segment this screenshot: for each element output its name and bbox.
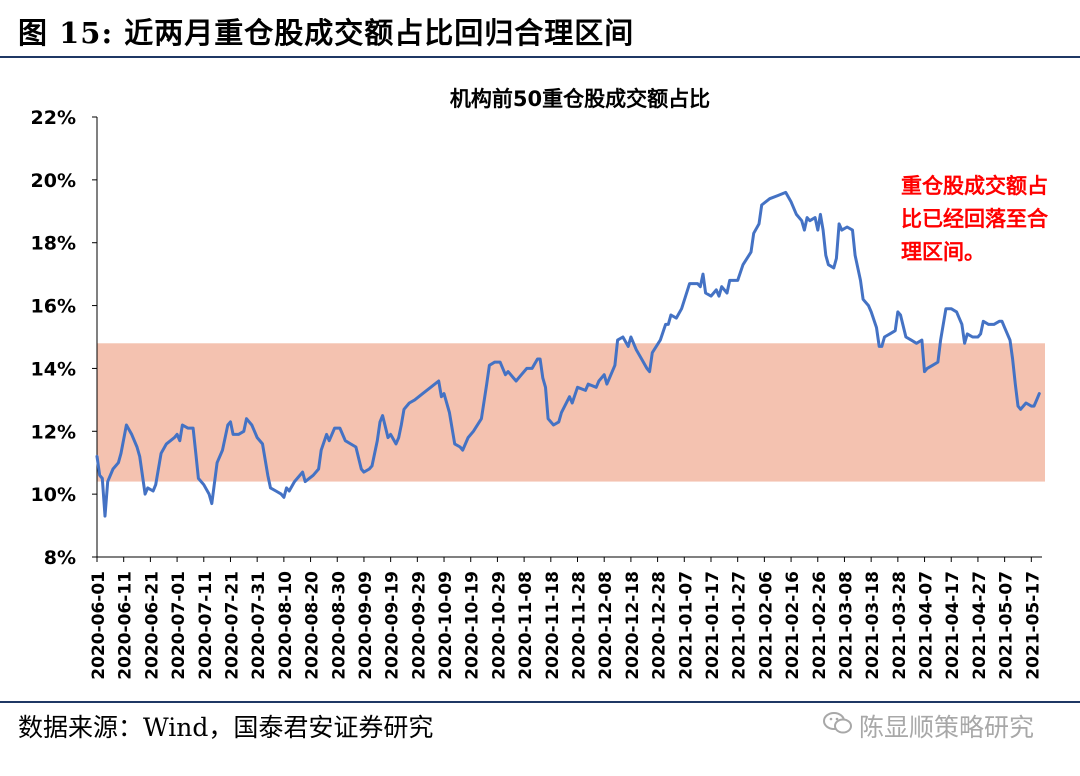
x-tick-label: 2021-03-28 — [890, 571, 910, 680]
x-tick-label: 2020-11-18 — [543, 571, 563, 680]
x-tick-label: 2021-02-26 — [810, 571, 830, 680]
y-axis: 8% 10% 12% 14% 16% 18% 20% 22% — [31, 107, 97, 569]
x-tick-label: 2020-11-08 — [516, 571, 536, 680]
x-tick-label: 2021-03-08 — [836, 571, 856, 680]
x-tick-label: 2020-07-01 — [169, 571, 189, 680]
wechat-icon — [823, 711, 853, 741]
annotation-line: 重仓股成交额占 — [901, 173, 1048, 198]
x-tick-label: 2020-12-08 — [596, 571, 616, 680]
figure-title: 图 15: 近两月重仓股成交额占比回归合理区间 — [18, 16, 635, 50]
y-tick-label: 12% — [31, 421, 76, 443]
x-tick-label: 2020-07-31 — [249, 571, 269, 680]
x-tick-label: 2020-08-30 — [329, 571, 349, 680]
y-tick-label: 8% — [44, 547, 76, 569]
y-tick-label: 20% — [31, 170, 76, 192]
plot-axes — [96, 117, 1042, 558]
x-axis: 2020-06-01 2020-06-11 2020-06-21 2020-07-01… — [89, 557, 1043, 680]
x-tick-label: 2020-09-09 — [356, 571, 376, 680]
chart-title: 机构前50重仓股成交额占比 — [450, 87, 710, 111]
x-tick-label: 2020-11-28 — [570, 571, 590, 680]
x-tick-label: 2021-05-17 — [1023, 571, 1043, 680]
x-tick-label: 2020-07-21 — [222, 571, 242, 680]
x-tick-label: 2020-07-11 — [196, 571, 216, 680]
top-rule — [0, 56, 1080, 58]
x-tick-label: 2020-06-21 — [142, 571, 162, 680]
y-tick-label: 14% — [31, 358, 76, 380]
x-tick-label: 2020-08-10 — [276, 571, 296, 680]
bottom-rule — [0, 701, 1080, 703]
line-chart: 机构前50重仓股成交额占比 8% 10% 12% 14% 16% 18% 20% 22% 20… — [31, 87, 1049, 680]
x-tick-label: 2021-04-17 — [943, 571, 963, 680]
x-tick-label: 2020-10-29 — [489, 571, 509, 680]
x-tick-label: 2020-08-20 — [303, 571, 323, 680]
y-tick-label: 22% — [31, 107, 76, 129]
x-tick-label: 2021-02-06 — [756, 571, 776, 680]
y-tick-label: 16% — [31, 296, 76, 318]
x-tick-label: 2021-04-07 — [917, 571, 937, 680]
source-note: 数据来源：Wind，国泰君安证券研究 — [18, 713, 434, 742]
x-tick-label: 2020-09-19 — [383, 571, 403, 680]
x-tick-label: 2021-01-07 — [676, 571, 696, 680]
y-tick-label: 18% — [31, 233, 76, 255]
x-tick-label: 2021-02-16 — [783, 571, 803, 680]
x-tick-label: 2020-06-11 — [116, 571, 136, 680]
x-tick-label: 2021-03-18 — [863, 571, 883, 680]
y-tick-label: 10% — [31, 484, 76, 506]
x-tick-label: 2020-09-29 — [409, 571, 429, 680]
x-tick-label: 2021-01-17 — [703, 571, 723, 680]
x-tick-label: 2021-04-27 — [970, 571, 990, 680]
x-tick-label: 2021-05-07 — [997, 571, 1017, 680]
annotation-line: 理区间。 — [901, 239, 985, 264]
x-tick-label: 2020-06-01 — [89, 571, 109, 680]
x-tick-label: 2020-12-18 — [623, 571, 643, 680]
x-tick-label: 2021-01-27 — [730, 571, 750, 680]
series-line — [95, 190, 1041, 518]
x-tick-label: 2020-10-09 — [436, 571, 456, 680]
reasonable-range-band — [97, 343, 1045, 482]
x-tick-label: 2020-12-28 — [650, 571, 670, 680]
watermark-label: 陈显顺策略研究 — [859, 713, 1035, 742]
watermark: 陈显顺策略研究 — [823, 708, 1034, 744]
annotation-line: 比已经回落至合 — [901, 206, 1049, 231]
x-tick-label: 2020-10-19 — [463, 571, 483, 680]
